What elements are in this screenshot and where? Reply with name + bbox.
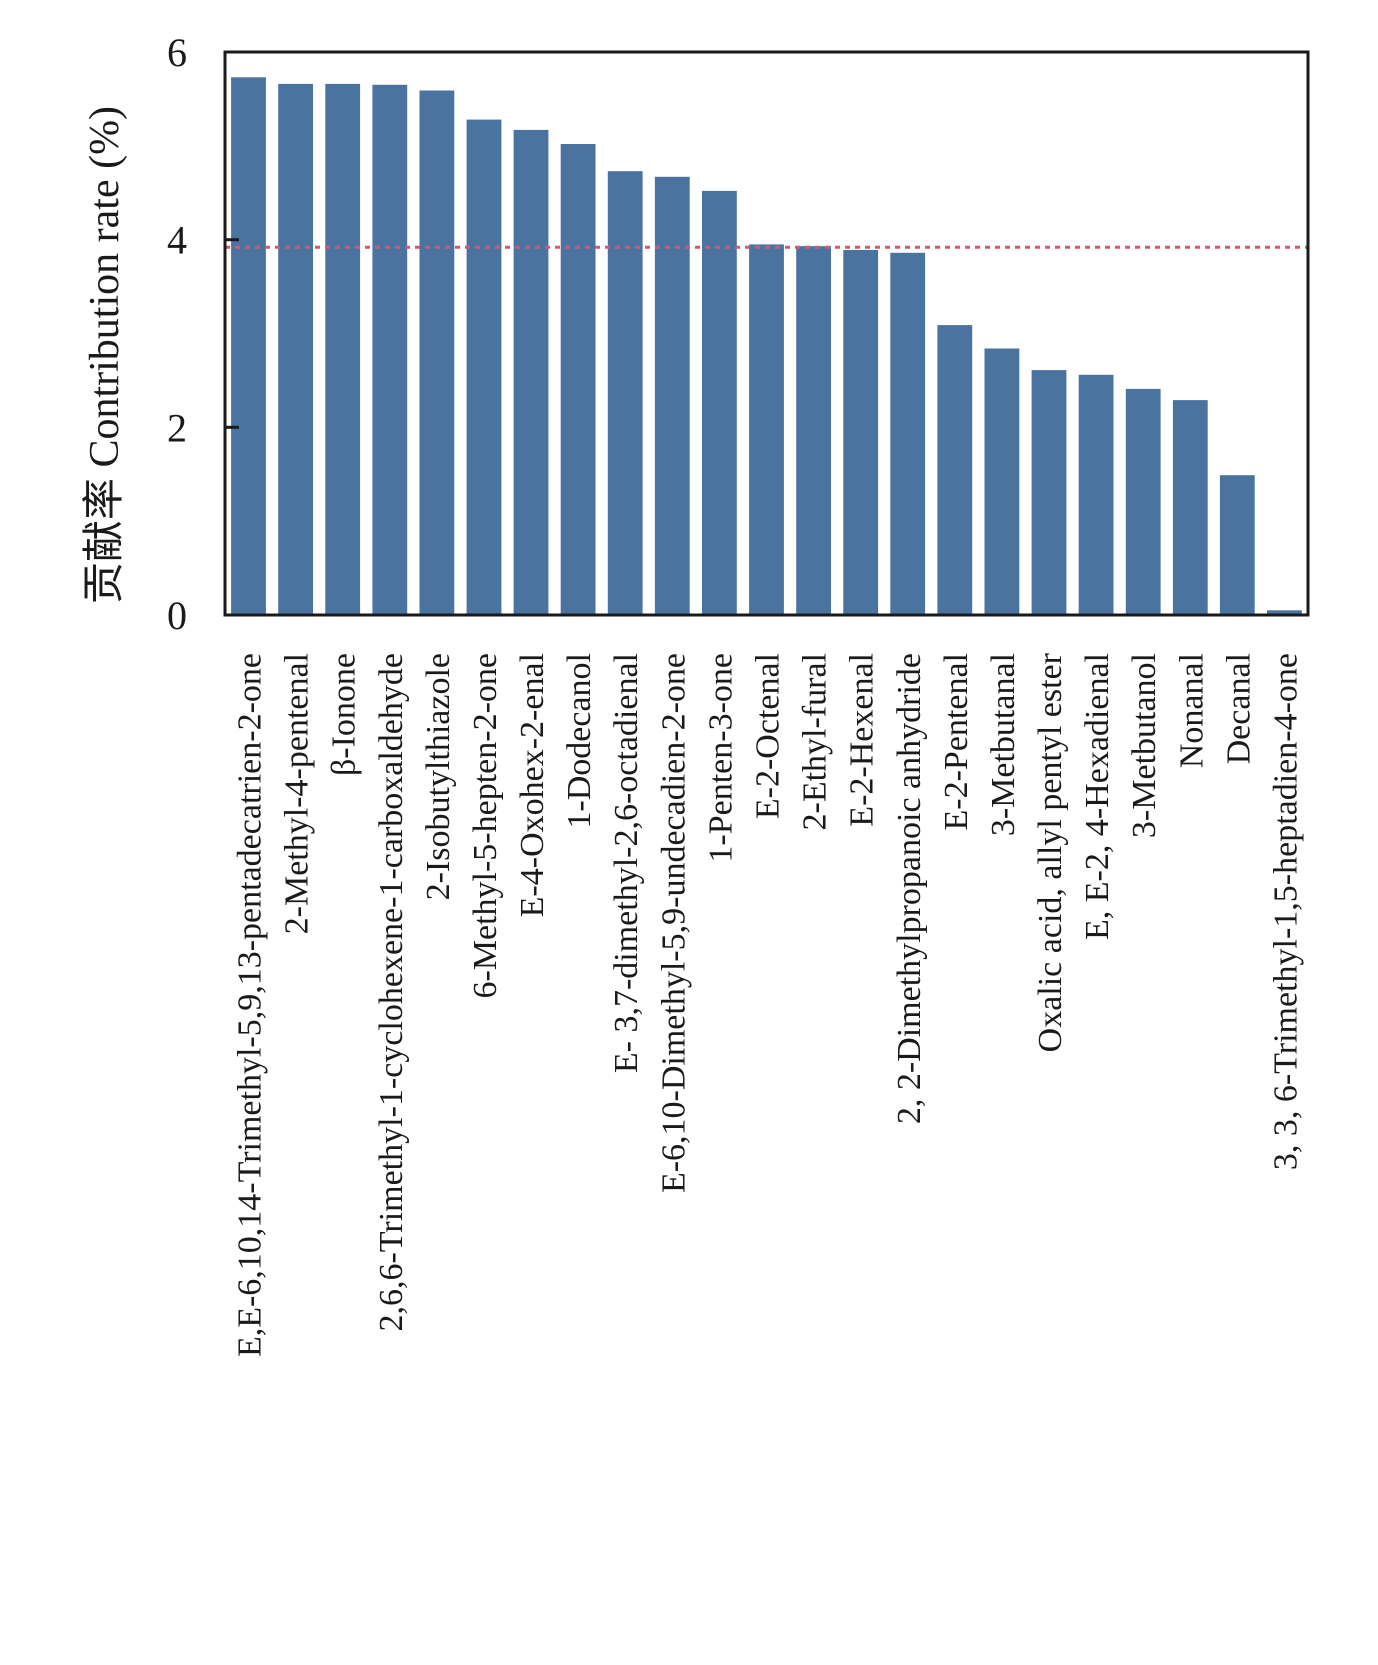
bar [231,77,266,616]
category-label: E, E-2, 4-Hexadienal [1079,653,1116,940]
category-label: 3, 3, 6-Trimethyl-1,5-heptadien-4-one [1268,653,1305,1170]
y-tick-label: 2 [167,405,187,450]
bar [937,325,973,615]
bar [843,250,879,615]
category-label: 3-Metbutanal [985,653,1022,836]
bar [796,246,831,615]
bar [607,171,643,615]
category-label: E-2-Octenal [750,653,787,819]
category-label: 1-Dodecanol [561,653,598,829]
bar [278,83,313,615]
category-label: 1-Penten-3-one [702,653,739,863]
bar [1031,370,1067,615]
category-label: E,E-6,10,14-Trimethyl-5,9,13-pentadecatr… [232,653,269,1357]
category-label: 3-Metbutanol [1126,653,1163,838]
y-axis-title: 贡献率 Contribution rate (%) [81,106,128,604]
bar [466,119,502,615]
bar [1172,400,1208,615]
category-label: Nonanal [1173,653,1210,768]
category-label: E-2-Hexenal [844,653,881,827]
category-label: 2-Ethyl-fural [797,653,834,831]
category-label: E- 3,7-dimethyl-2,6-octadienal [608,653,645,1073]
bar [702,190,737,615]
category-label: 2, 2-Dimethylpropanoic anhydride [891,653,928,1124]
category-label: E-2-Pentenal [938,653,975,831]
bar [654,176,690,616]
y-tick-label: 0 [167,593,187,638]
category-label: 2,6,6-Trimethyl-1-cyclohexene-1-carboxal… [373,653,410,1332]
bar [1125,388,1161,615]
plot-frame [223,50,1310,617]
category-label: 6-Methyl-5-hepten-2-one [467,653,504,999]
bar [372,84,408,616]
bar [890,252,926,616]
y-axis: 0 2 4 6 [167,30,239,638]
bar [984,348,1020,615]
bar [513,129,549,615]
category-label: Decanal [1220,653,1257,764]
bar [1267,610,1302,615]
bar [1078,374,1114,615]
category-label: E-4-Oxohex-2-enal [514,653,551,917]
category-label: Oxalic acid, allyl pentyl ester [1032,652,1069,1052]
bar [749,244,784,615]
category-label: β-Ionone [326,653,363,776]
category-label: 2-Isobutylthiazole [420,653,457,900]
bar [419,90,455,615]
bars-layer [231,77,1302,616]
x-axis: E,E-6,10,14-Trimethyl-5,9,13-pentadecatr… [232,652,1305,1357]
bar [325,83,361,615]
category-label: 2-Methyl-4-pentenal [279,653,316,934]
y-tick-label: 6 [167,30,187,75]
category-label: E-6,10-Dimethyl-5,9-undecadien-2-one [655,653,692,1193]
bar [1219,475,1255,615]
bar [560,144,596,615]
y-tick-label: 4 [167,218,187,263]
